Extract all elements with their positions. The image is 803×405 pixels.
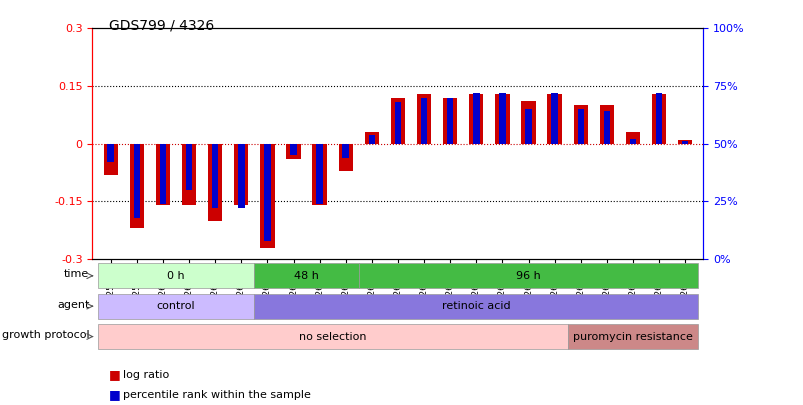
Bar — [185, 144, 192, 190]
Bar — [655, 93, 662, 144]
Bar — [442, 98, 457, 144]
Bar — [254, 263, 358, 288]
Bar — [234, 144, 248, 205]
Bar — [417, 94, 430, 144]
Bar — [677, 140, 691, 144]
Bar — [520, 102, 535, 144]
Bar — [573, 105, 587, 144]
Bar — [212, 144, 218, 209]
Bar — [651, 94, 666, 144]
Bar — [156, 144, 170, 205]
Bar — [577, 109, 583, 144]
Bar — [547, 94, 561, 144]
Bar — [97, 324, 567, 349]
Bar — [599, 105, 613, 144]
Bar — [104, 144, 118, 175]
Text: no selection: no selection — [299, 332, 366, 341]
Text: 0 h: 0 h — [167, 271, 185, 281]
Text: ■: ■ — [108, 368, 120, 381]
Bar — [108, 144, 114, 162]
Bar — [160, 144, 166, 204]
Bar — [420, 98, 427, 144]
Text: ■: ■ — [108, 388, 120, 401]
Text: GDS799 / 4326: GDS799 / 4326 — [108, 18, 214, 32]
Bar — [97, 263, 254, 288]
Bar — [358, 263, 698, 288]
Bar — [681, 141, 687, 144]
Bar — [365, 132, 378, 144]
Bar — [629, 139, 635, 144]
Bar — [499, 93, 505, 144]
Text: agent: agent — [57, 300, 89, 310]
Bar — [97, 294, 254, 319]
Bar — [625, 132, 639, 144]
Text: puromycin resistance: puromycin resistance — [573, 332, 692, 341]
Bar — [551, 93, 557, 144]
Bar — [469, 94, 483, 144]
Bar — [567, 324, 698, 349]
Bar — [286, 144, 300, 159]
Bar — [390, 98, 405, 144]
Bar — [394, 102, 401, 144]
Bar — [181, 144, 196, 205]
Bar — [312, 144, 326, 205]
Text: time: time — [64, 269, 89, 279]
Bar — [524, 109, 531, 144]
Text: growth protocol: growth protocol — [2, 330, 89, 340]
Bar — [208, 144, 222, 221]
Bar — [254, 294, 698, 319]
Text: control: control — [157, 301, 195, 311]
Text: 48 h: 48 h — [294, 271, 319, 281]
Bar — [129, 144, 144, 228]
Text: percentile rank within the sample: percentile rank within the sample — [123, 390, 311, 400]
Bar — [260, 144, 275, 248]
Bar — [472, 93, 479, 144]
Bar — [338, 144, 353, 171]
Text: log ratio: log ratio — [123, 370, 169, 379]
Bar — [368, 134, 375, 144]
Bar — [342, 144, 349, 158]
Bar — [316, 144, 323, 204]
Text: retinoic acid: retinoic acid — [442, 301, 510, 311]
Bar — [290, 144, 296, 156]
Bar — [495, 94, 509, 144]
Bar — [238, 144, 244, 209]
Bar — [603, 111, 609, 144]
Bar — [133, 144, 140, 217]
Bar — [446, 98, 453, 144]
Text: 96 h: 96 h — [516, 271, 540, 281]
Bar — [264, 144, 271, 241]
